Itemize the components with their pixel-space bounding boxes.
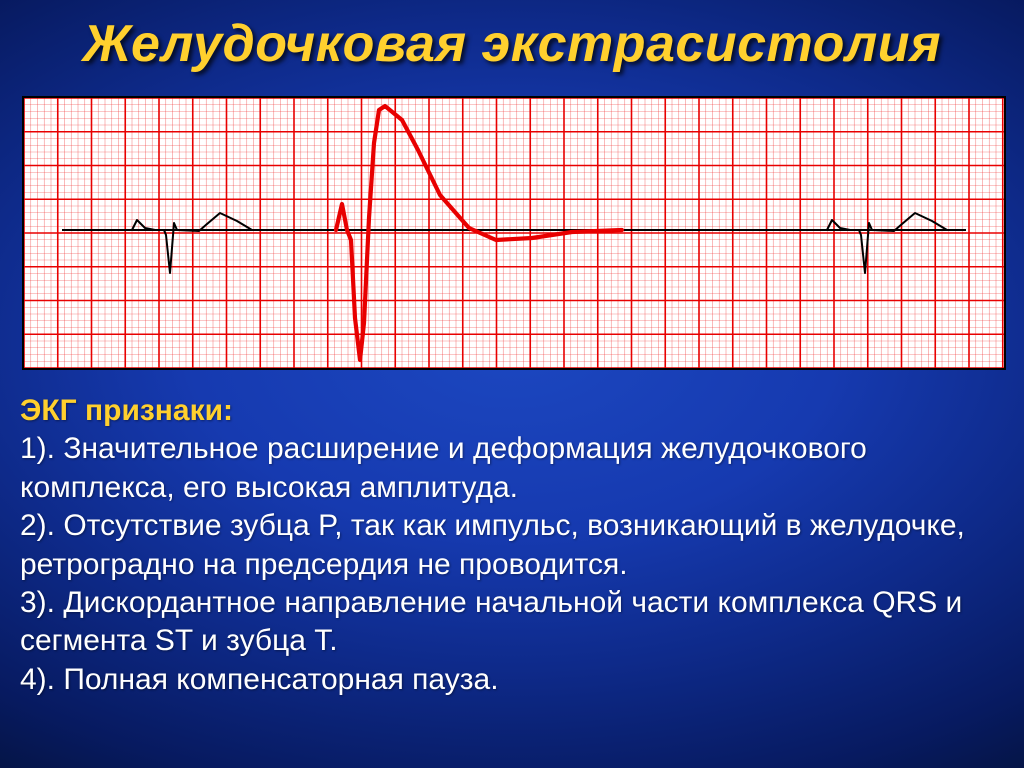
ecg-chart (22, 96, 1006, 370)
ecg-waveform (24, 98, 1004, 368)
ecg-sign-4: 4). Полная компенсаторная пауза. (20, 661, 1004, 699)
ecg-sign-1: 1). Значительное расширение и деформация… (20, 430, 1004, 507)
slide: Желудочковая экстрасистолия ЭКГ признаки… (0, 0, 1024, 768)
text-block: ЭКГ признаки: 1). Значительное расширени… (20, 392, 1004, 699)
ecg-sign-2: 2). Отсутствие зубца P, так как импульс,… (20, 507, 1004, 584)
ecg-signs-heading: ЭКГ признаки: (20, 392, 1004, 430)
slide-title: Желудочковая экстрасистолия (0, 14, 1024, 74)
ecg-sign-3: 3). Дискордантное направление начальной … (20, 584, 1004, 661)
